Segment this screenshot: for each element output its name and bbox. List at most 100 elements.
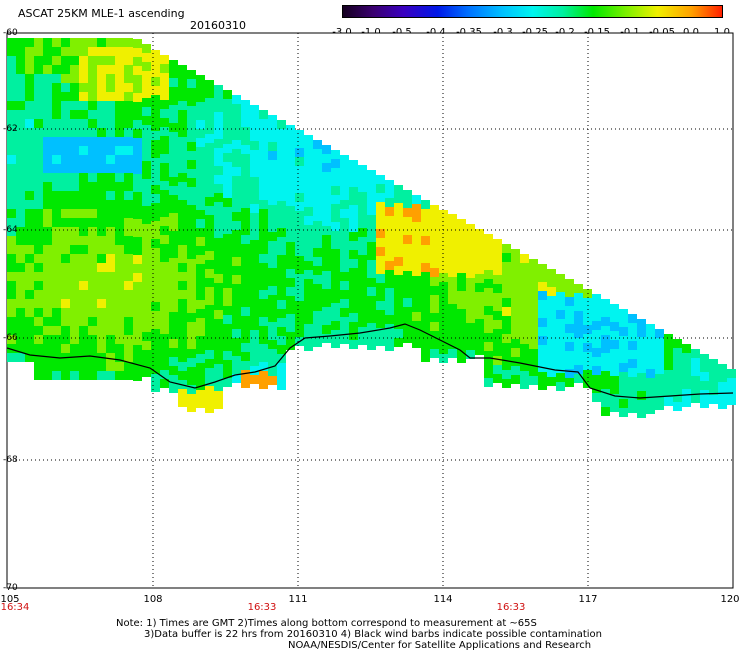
data-cell	[691, 385, 700, 394]
data-cell	[61, 317, 70, 326]
data-cell	[250, 204, 259, 213]
data-cell	[151, 131, 160, 140]
data-cell	[43, 344, 52, 353]
data-cell	[286, 170, 295, 179]
data-cell	[322, 172, 331, 181]
data-cell	[502, 262, 511, 271]
data-cell	[70, 362, 79, 371]
data-cell	[727, 369, 736, 378]
data-cell	[115, 65, 124, 74]
data-cell	[88, 38, 97, 47]
data-cell	[250, 357, 259, 366]
data-cell	[169, 87, 178, 96]
data-cell	[232, 167, 241, 176]
data-cell	[313, 320, 322, 329]
data-cell	[349, 214, 358, 223]
data-cell	[628, 377, 637, 386]
data-cell	[151, 248, 160, 257]
data-cell	[133, 336, 142, 345]
data-cell	[187, 394, 196, 403]
data-cell	[259, 236, 268, 245]
data-cell	[178, 317, 187, 326]
data-cell	[142, 125, 151, 134]
data-cell	[475, 256, 484, 265]
data-cell	[241, 100, 250, 109]
data-cell	[430, 268, 439, 277]
data-cell	[124, 164, 133, 173]
data-cell	[115, 353, 124, 362]
data-cell	[142, 287, 151, 296]
data-cell	[34, 326, 43, 335]
data-cell	[403, 316, 412, 325]
data-cell	[142, 233, 151, 242]
data-cell	[196, 165, 205, 174]
data-cell	[214, 292, 223, 301]
data-cell	[16, 308, 25, 317]
data-cell	[34, 218, 43, 227]
data-cell	[385, 306, 394, 315]
data-cell	[304, 189, 313, 198]
data-cell	[88, 326, 97, 335]
data-cell	[520, 272, 529, 281]
data-cell	[430, 214, 439, 223]
data-cell	[25, 236, 34, 245]
data-cell	[475, 319, 484, 328]
data-cell	[169, 186, 178, 195]
data-cell	[169, 321, 178, 330]
data-cell	[655, 347, 664, 356]
data-cell	[88, 128, 97, 137]
data-cell	[106, 164, 115, 173]
data-cell	[52, 281, 61, 290]
data-cell	[34, 335, 43, 344]
data-cell	[106, 371, 115, 380]
data-cell	[601, 380, 610, 389]
data-cell	[88, 299, 97, 308]
data-cell	[151, 347, 160, 356]
data-cell	[223, 369, 232, 378]
data-cell	[232, 320, 241, 329]
data-cell	[25, 281, 34, 290]
data-cell	[565, 306, 574, 315]
data-cell	[97, 263, 106, 272]
data-cell	[232, 149, 241, 158]
data-cell	[205, 170, 214, 179]
data-cell	[376, 310, 385, 319]
data-cell	[7, 290, 16, 299]
latitude-label: -60	[3, 28, 18, 38]
data-cell	[178, 245, 187, 254]
data-cell	[304, 207, 313, 216]
data-cell	[493, 239, 502, 248]
data-cell	[196, 246, 205, 255]
data-cell	[655, 401, 664, 410]
data-cell	[196, 264, 205, 273]
data-cell	[349, 205, 358, 214]
data-cell	[187, 385, 196, 394]
data-cell	[160, 226, 169, 235]
data-cell	[106, 47, 115, 56]
data-cell	[412, 195, 421, 204]
data-cell	[79, 191, 88, 200]
data-cell	[115, 164, 124, 173]
data-cell	[187, 106, 196, 115]
data-cell	[646, 378, 655, 387]
data-cell	[187, 241, 196, 250]
data-cell	[70, 299, 79, 308]
data-cell	[583, 343, 592, 352]
data-cell	[97, 65, 106, 74]
data-cell	[277, 237, 286, 246]
data-cell	[169, 213, 178, 222]
data-cell	[52, 200, 61, 209]
data-cell	[25, 263, 34, 272]
data-cell	[196, 156, 205, 165]
data-cell	[376, 184, 385, 193]
data-cell	[376, 229, 385, 238]
data-cell	[565, 297, 574, 306]
data-cell	[160, 298, 169, 307]
data-cell	[106, 335, 115, 344]
data-cell	[115, 254, 124, 263]
data-cell	[619, 390, 628, 399]
data-cell	[277, 255, 286, 264]
data-cell	[223, 351, 232, 360]
data-cell	[601, 344, 610, 353]
